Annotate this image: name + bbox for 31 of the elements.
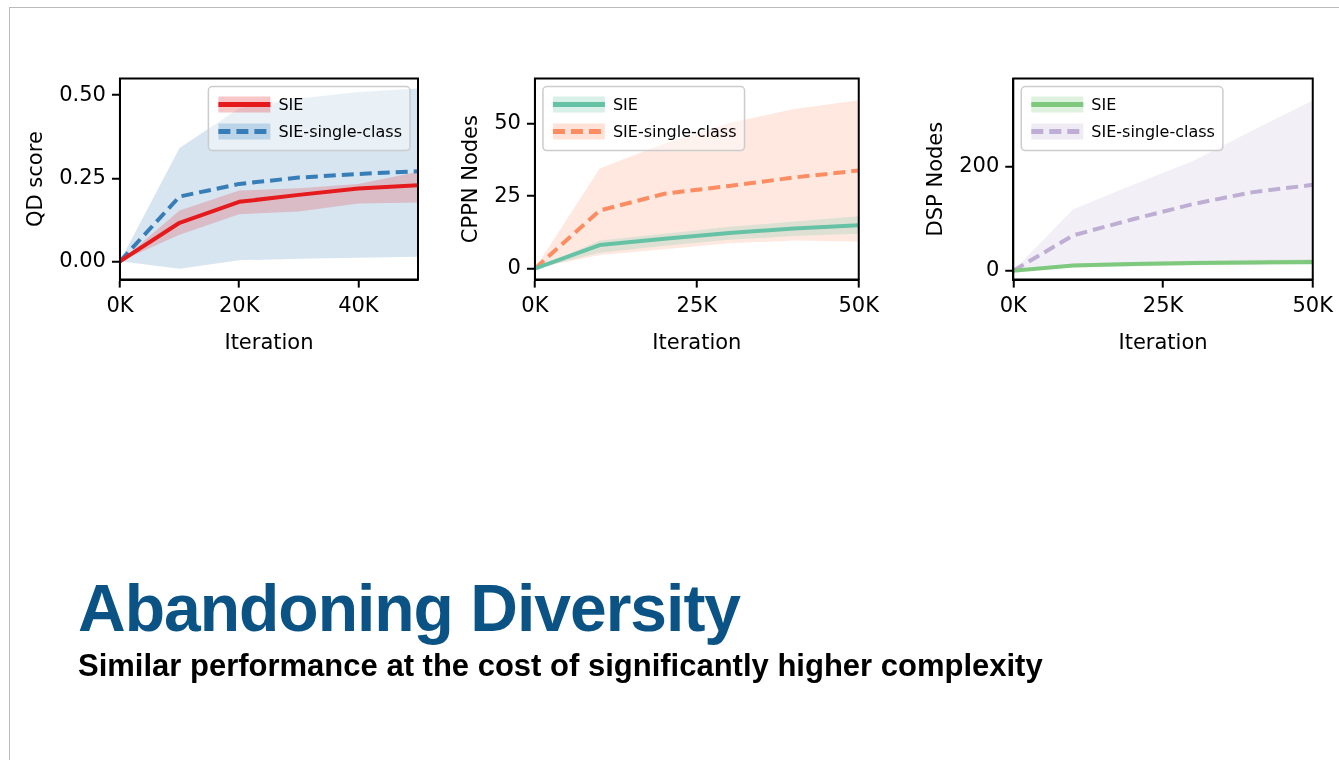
x-axis-title: Iteration [1118, 329, 1208, 354]
x-tick-label: 20K [218, 292, 261, 317]
y-tick-label: 0.00 [59, 247, 106, 272]
y-axis-title: CPPN Nodes [458, 115, 483, 244]
text: Abandoning Diversity [78, 570, 742, 646]
text: Similar performance at the cost of significantly higher complexity [78, 647, 1044, 685]
x-tick-label: 25K [1142, 292, 1185, 317]
legend-label: SIE-single-class [1091, 121, 1215, 141]
y-tick-label: 0 [985, 257, 1000, 282]
x-tick-label: 40K [338, 292, 380, 317]
y-tick-label: 0.25 [59, 164, 106, 189]
legend-label: SIE-single-class [278, 121, 403, 141]
x-tick-label: 25K [676, 292, 719, 317]
y-tick-label: 25 [494, 182, 521, 207]
legend-label: SIE [612, 94, 638, 114]
x-axis-title: Iteration [224, 329, 314, 354]
x-tick-label: 0K [106, 292, 135, 317]
y-tick-label: 0.50 [59, 81, 106, 106]
x-tick-label: 50K [838, 292, 881, 317]
y-tick-label: 50 [494, 110, 521, 135]
y-tick-label: 0 [507, 255, 521, 280]
legend-label: SIE-single-class [612, 121, 737, 141]
legend-label: SIE [278, 94, 304, 114]
y-axis-title: DSP Nodes [923, 121, 948, 237]
legend-label: SIE [1091, 94, 1117, 114]
y-axis-title: QD score [23, 131, 48, 228]
x-tick-label: 0K [999, 292, 1029, 317]
x-tick-label: 0K [521, 292, 550, 317]
x-axis-title: Iteration [652, 329, 742, 354]
x-tick-label: 50K [1292, 292, 1335, 317]
y-tick-label: 200 [959, 153, 1000, 178]
